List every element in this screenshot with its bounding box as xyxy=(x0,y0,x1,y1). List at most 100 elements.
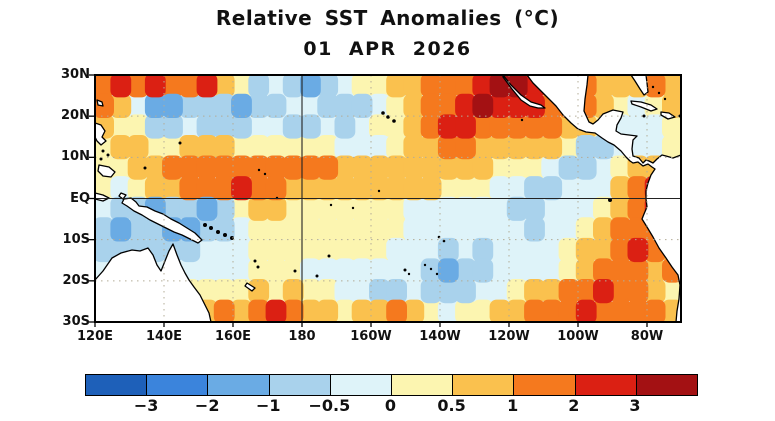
anomaly-cell xyxy=(369,75,390,98)
colorbar-tick-label: 1 xyxy=(507,396,519,415)
anomaly-cell xyxy=(575,279,597,304)
anomaly-cell xyxy=(386,258,407,283)
anomaly-cell xyxy=(420,155,442,180)
lon-tick-label: 160W xyxy=(350,329,392,344)
anomaly-cell xyxy=(386,114,407,139)
anomaly-cell xyxy=(403,135,425,160)
anomaly-cell xyxy=(248,135,270,160)
anomaly-cell xyxy=(265,75,287,98)
anomaly-cell xyxy=(213,176,235,201)
anomaly-cell xyxy=(420,217,442,242)
anomaly-cell xyxy=(386,196,407,221)
anomaly-cell xyxy=(334,114,356,139)
anomaly-cell xyxy=(351,217,373,242)
lat-tick-label: 30S xyxy=(62,314,90,329)
anomaly-cell xyxy=(472,114,494,139)
anomaly-cell xyxy=(351,93,373,118)
anomaly-cell xyxy=(369,299,390,322)
anomaly-cell xyxy=(334,155,356,180)
anomaly-cell xyxy=(644,135,666,160)
anomaly-cell xyxy=(575,237,597,263)
anomaly-cell xyxy=(300,217,321,242)
anomaly-cell xyxy=(558,279,580,304)
anomaly-cell xyxy=(265,176,287,201)
anomaly-cell xyxy=(472,196,494,221)
landmass-australia xyxy=(95,243,212,322)
anomaly-cell xyxy=(610,299,632,322)
anomaly-cell xyxy=(317,93,339,118)
landmass-baja-california xyxy=(502,75,546,109)
colorbar-segment xyxy=(86,375,147,395)
anomaly-cell xyxy=(300,114,321,139)
anomaly-cell xyxy=(506,135,528,160)
anomaly-cell xyxy=(524,299,545,322)
anomaly-cell xyxy=(179,93,201,118)
anomaly-cell xyxy=(351,237,373,263)
anomaly-cell xyxy=(300,196,321,221)
anomaly-cell xyxy=(213,258,235,283)
anomaly-cell xyxy=(213,279,235,304)
anomaly-cell xyxy=(455,135,476,160)
anomaly-cell xyxy=(386,75,407,98)
anomaly-cell xyxy=(593,196,614,221)
anomaly-cell xyxy=(489,196,511,221)
anomaly-cell xyxy=(95,75,114,98)
anomaly-cell xyxy=(213,237,235,263)
anomaly-cell xyxy=(248,93,270,118)
anomaly-cell xyxy=(144,114,166,139)
island-dot xyxy=(429,267,433,271)
anomaly-cell xyxy=(144,155,166,180)
island-dot xyxy=(392,119,396,123)
anomaly-cell xyxy=(179,135,201,160)
anomaly-cell xyxy=(524,176,545,201)
anomaly-cell xyxy=(403,258,425,283)
anomaly-cell xyxy=(231,135,252,160)
anomaly-cell xyxy=(506,279,528,304)
anomaly-cell xyxy=(110,114,132,139)
colorbar-tick-label: −1 xyxy=(256,396,281,415)
anomaly-cell xyxy=(403,237,425,263)
anomaly-cell xyxy=(334,135,356,160)
anomaly-cell xyxy=(437,237,459,263)
anomaly-cell xyxy=(317,196,339,221)
island-dot xyxy=(442,239,446,243)
anomaly-cell xyxy=(455,75,476,98)
anomaly-cell xyxy=(300,279,321,304)
anomaly-cell xyxy=(110,135,132,160)
anomaly-cell xyxy=(472,299,494,322)
anomaly-cell xyxy=(110,93,132,118)
anomaly-cell xyxy=(317,155,339,180)
anomaly-cell xyxy=(369,237,390,263)
island-dot xyxy=(223,233,227,237)
anomaly-cell xyxy=(179,237,201,263)
anomaly-cell xyxy=(662,279,681,304)
colorbar-tick-label: −0.5 xyxy=(308,396,351,415)
anomaly-cell xyxy=(472,155,494,180)
island-dot xyxy=(253,259,257,263)
anomaly-cell xyxy=(558,155,580,180)
anomaly-cell xyxy=(541,258,563,283)
island-dot xyxy=(106,153,110,157)
anomaly-cell xyxy=(282,237,304,263)
colorbar-tick-label: 0.5 xyxy=(437,396,466,415)
anomaly-cell xyxy=(437,93,459,118)
island-dot xyxy=(99,157,103,161)
anomaly-cell xyxy=(455,217,476,242)
anomaly-cell xyxy=(472,279,494,304)
island-dot xyxy=(423,263,427,267)
anomaly-cell xyxy=(231,114,252,139)
anomaly-cell xyxy=(265,299,287,322)
anomaly-cell xyxy=(282,196,304,221)
anomaly-cell xyxy=(127,155,149,180)
anomaly-cell xyxy=(369,135,390,160)
colorbar-segment xyxy=(513,375,575,395)
anomaly-cell xyxy=(524,258,545,283)
island-dot xyxy=(257,168,261,172)
lat-tick-label: 10N xyxy=(61,149,90,165)
anomaly-cell xyxy=(248,258,270,283)
colorbar-tick-label: −2 xyxy=(194,396,220,415)
anomaly-cell xyxy=(282,135,304,160)
island-dot xyxy=(381,111,385,115)
anomaly-cell xyxy=(334,299,356,322)
